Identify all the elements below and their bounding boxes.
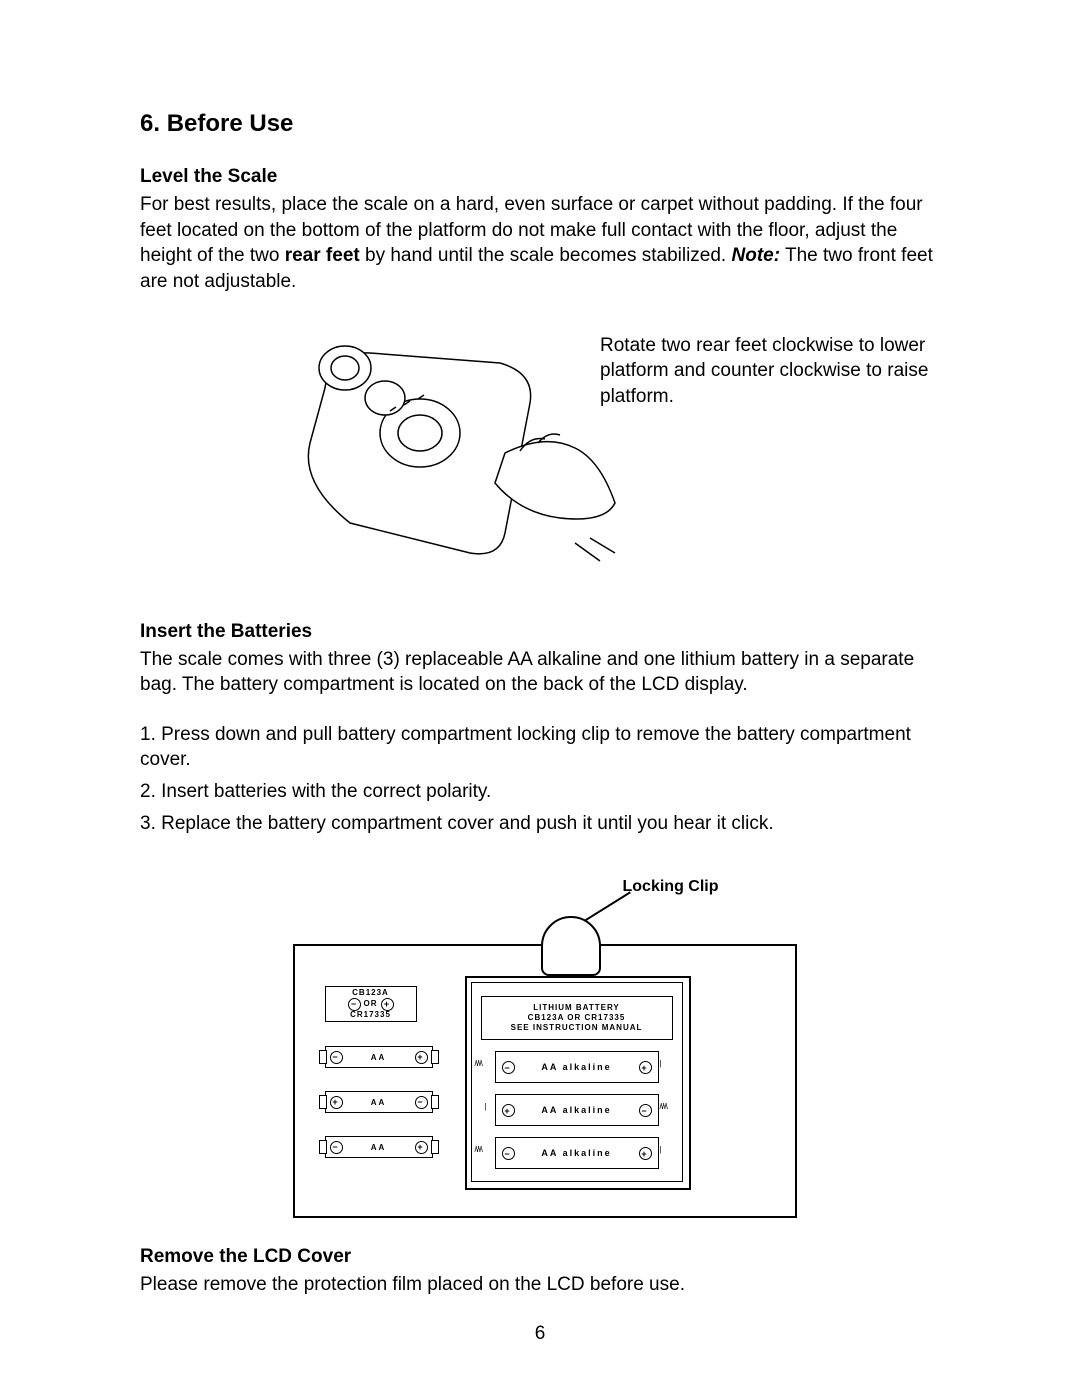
aa-alkaline-label: AA alkaline xyxy=(541,1148,611,1158)
lithium-line1: LITHIUM BATTERY xyxy=(533,1003,620,1013)
battery-step-1: 1. Press down and pull battery compartme… xyxy=(140,722,945,773)
locking-clip-icon xyxy=(541,916,601,976)
aa-spec-row: − AA + xyxy=(325,1046,433,1068)
level-para-mid: by hand until the scale becomes stabiliz… xyxy=(360,245,732,266)
polarity-plus-icon: + xyxy=(381,998,394,1011)
page-number: 6 xyxy=(0,1323,1080,1345)
batteries-paragraph: The scale comes with three (3) replaceab… xyxy=(140,647,945,698)
note-label: Note: xyxy=(732,245,781,266)
rear-feet-bold: rear feet xyxy=(285,245,360,266)
section-title: 6. Before Use xyxy=(140,110,945,138)
spec-or: OR xyxy=(364,1000,378,1009)
spring-icon: /\/\/\ xyxy=(475,1145,482,1154)
lcd-paragraph: Please remove the protection film placed… xyxy=(140,1272,945,1298)
clip-leader-line xyxy=(580,892,630,924)
battery-cover-outline: CB123A − OR + CR17335 − AA + + AA − xyxy=(293,944,797,1218)
aa-label: AA xyxy=(371,1098,387,1107)
lithium-line3: SEE INSTRUCTION MANUAL xyxy=(511,1023,643,1033)
subhead-level-scale: Level the Scale xyxy=(140,166,945,188)
spring-icon: /\/\/\ xyxy=(660,1102,667,1111)
aa-spec-row: + AA − xyxy=(325,1091,433,1113)
subhead-remove-lcd: Remove the LCD Cover xyxy=(140,1246,945,1268)
spec-cr17335: CR17335 xyxy=(350,1011,391,1020)
polarity-minus-icon: − xyxy=(415,1096,428,1109)
polarity-minus-icon: − xyxy=(639,1104,652,1117)
polarity-plus-icon: + xyxy=(502,1104,515,1117)
locking-clip-label: Locking Clip xyxy=(623,878,719,896)
spring-icon: | xyxy=(660,1059,661,1068)
aa-label: AA xyxy=(371,1143,387,1152)
battery-step-3: 3. Replace the battery compartment cover… xyxy=(140,811,945,837)
aa-alkaline-slot: − AA alkaline + xyxy=(495,1051,659,1083)
level-paragraph: For best results, place the scale on a h… xyxy=(140,192,945,295)
polarity-plus-icon: + xyxy=(639,1147,652,1160)
spring-icon: /\/\/\ xyxy=(475,1059,482,1068)
polarity-minus-icon: − xyxy=(502,1061,515,1074)
lithium-line2: CB123A OR CR17335 xyxy=(528,1013,626,1023)
aa-alkaline-label: AA alkaline xyxy=(541,1062,611,1072)
polarity-minus-icon: − xyxy=(502,1147,515,1160)
polarity-plus-icon: + xyxy=(639,1061,652,1074)
polarity-minus-icon: − xyxy=(348,998,361,1011)
spring-icon: | xyxy=(485,1102,486,1111)
polarity-plus-icon: + xyxy=(415,1051,428,1064)
polarity-plus-icon: + xyxy=(415,1141,428,1154)
document-page: 6. Before Use Level the Scale For best r… xyxy=(0,0,1080,1397)
aa-spec-row: − AA + xyxy=(325,1136,433,1158)
figure-caption-rotate: Rotate two rear feet clockwise to lower … xyxy=(600,333,940,410)
spring-icon: | xyxy=(660,1145,661,1154)
polarity-plus-icon: + xyxy=(330,1096,343,1109)
lithium-slot: LITHIUM BATTERY CB123A OR CR17335 SEE IN… xyxy=(481,996,673,1040)
aa-alkaline-slot: + AA alkaline − xyxy=(495,1094,659,1126)
battery-step-2: 2. Insert batteries with the correct pol… xyxy=(140,779,945,805)
polarity-minus-icon: − xyxy=(330,1051,343,1064)
subhead-insert-batteries: Insert the Batteries xyxy=(140,621,945,643)
section-number: 6. xyxy=(140,110,160,137)
spec-cb123a: CB123A xyxy=(352,989,389,998)
polarity-minus-icon: − xyxy=(330,1141,343,1154)
lithium-spec-box: CB123A − OR + CR17335 xyxy=(325,986,417,1022)
aa-alkaline-slot: − AA alkaline + xyxy=(495,1137,659,1169)
section-title-text: Before Use xyxy=(167,110,294,137)
figure-battery-compartment: Locking Clip CB123A − OR + CR17335 − AA … xyxy=(293,886,793,1206)
aa-alkaline-label: AA alkaline xyxy=(541,1105,611,1115)
aa-label: AA xyxy=(371,1053,387,1062)
figure-level-scale: Rotate two rear feet clockwise to lower … xyxy=(140,323,945,583)
scale-feet-illustration xyxy=(290,333,620,563)
